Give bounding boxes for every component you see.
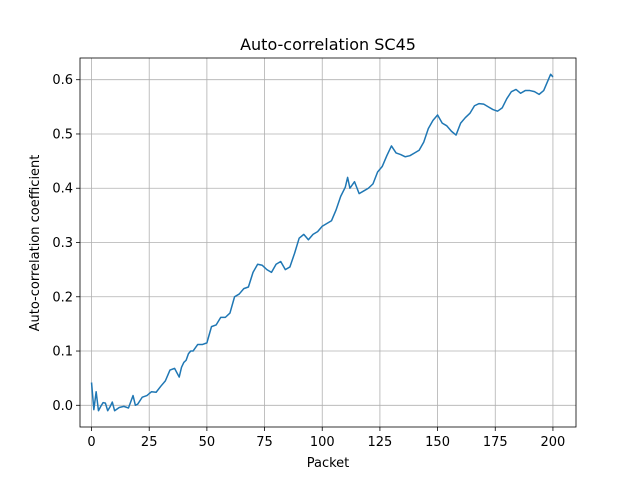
x-tick-label: 175 [483,435,508,450]
series-line [90,73,554,412]
x-tick-label: 200 [541,435,566,450]
ticks: 0 25 50 75 100 125 150 175 200 0.0 0.1 0.2 0.3 0.4 0.5… [52,73,565,450]
x-axis-label: Packet [307,456,350,471]
series-layer [90,73,554,412]
y-tick-label: 0.2 [52,290,73,305]
y-tick-label: 0.0 [52,399,73,414]
y-tick-label: 0.5 [52,127,73,142]
y-tick-label: 0.1 [52,345,73,360]
x-tick-label: 0 [87,435,95,450]
chart-title: Auto-correlation SC45 [240,35,416,54]
x-tick-label: 100 [310,435,335,450]
x-tick-label: 150 [425,435,450,450]
y-tick-label: 0.6 [52,73,73,88]
x-tick-label: 25 [141,435,158,450]
y-tick-label: 0.4 [52,182,73,197]
y-axis-label: Auto-correlation coefficient [28,155,43,332]
y-tick-label: 0.3 [52,236,73,251]
x-tick-label: 50 [199,435,216,450]
grid [80,58,576,427]
x-tick-label: 75 [256,435,273,450]
x-tick-label: 125 [367,435,392,450]
